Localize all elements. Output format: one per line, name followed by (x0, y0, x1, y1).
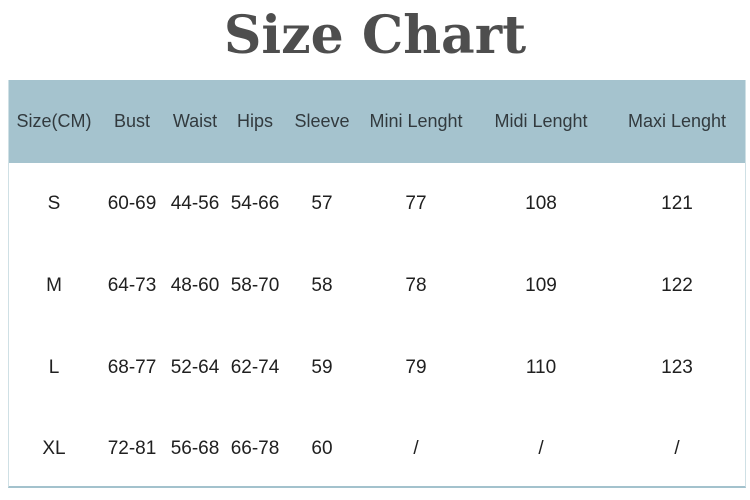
column-header: Sleeve (294, 111, 350, 131)
column-header: Midi Lenght (494, 111, 588, 131)
table-cell: 44-56 (170, 193, 220, 214)
table-body: S 60-69 44-56 54-66 57 77 108 121 M 64-73 48-60 58-… (9, 163, 745, 488)
table-cell: 58-70 (230, 275, 280, 296)
table-cell: 77 (405, 193, 427, 214)
table-cell: 60-69 (107, 193, 157, 214)
table-cell: 64-73 (107, 275, 157, 296)
column-header: Bust (113, 111, 151, 131)
page-title: Size Chart (223, 5, 527, 66)
table-cell: 109 (525, 275, 557, 296)
table-cell: 66-78 (230, 437, 280, 459)
table-cell: 56-68 (170, 437, 220, 459)
table-cell: / (413, 437, 419, 459)
table-cell: 78 (405, 275, 427, 296)
table-row: XL 72-81 56-68 66-78 60 / / / (9, 409, 745, 488)
table-cell: 58 (311, 275, 333, 296)
table-cell: 108 (525, 193, 557, 214)
table-cell: 123 (661, 357, 693, 378)
table-header-row: Size(CM) Bust Waist Hips Sleeve Mini Lenght Mi… (9, 80, 745, 163)
table-row: M 64-73 48-60 58-70 58 78 109 122 (9, 245, 745, 327)
size-label-cell: XL (42, 437, 66, 459)
size-label-cell: M (46, 275, 62, 296)
table-cell: 72-81 (107, 437, 157, 459)
table-cell: / (538, 437, 544, 459)
column-header: Maxi Lenght (627, 111, 727, 131)
table-cell: 62-74 (230, 357, 280, 378)
table-cell: / (674, 437, 680, 459)
size-label-cell: L (48, 357, 60, 378)
table-cell: 68-77 (107, 357, 157, 378)
table-cell: 48-60 (170, 275, 220, 296)
column-header: Waist (172, 111, 218, 131)
table-cell: 54-66 (230, 193, 280, 214)
table-cell: 122 (661, 275, 693, 296)
table-cell: 79 (405, 357, 427, 378)
column-header: Hips (236, 111, 273, 131)
size-table: Size(CM) Bust Waist Hips Sleeve Mini Lenght Mi… (8, 80, 746, 488)
table-row: S 60-69 44-56 54-66 57 77 108 121 (9, 163, 745, 245)
size-label-cell: S (47, 193, 61, 214)
table-cell: 57 (311, 193, 333, 214)
table-cell: 110 (525, 357, 557, 378)
table-cell: 52-64 (170, 357, 220, 378)
table-cell: 59 (311, 357, 333, 378)
table-cell: 60 (311, 437, 333, 459)
table-row: L 68-77 52-64 62-74 59 79 110 123 (9, 327, 745, 409)
column-header: Mini Lenght (369, 111, 463, 131)
table-cell: 121 (661, 193, 693, 214)
column-header: Size(CM) (16, 111, 92, 131)
